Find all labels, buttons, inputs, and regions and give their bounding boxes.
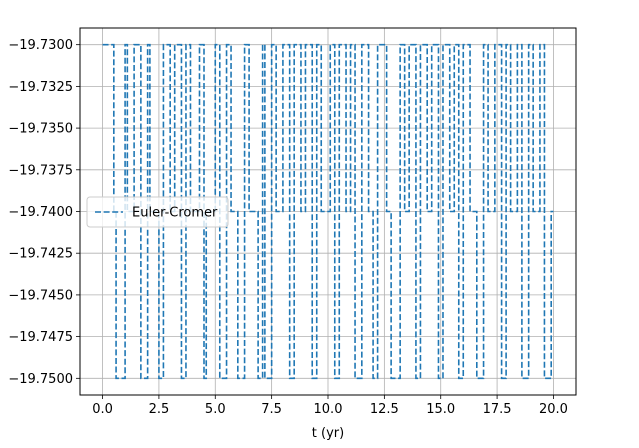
x-tick-label: 15.0 [426, 402, 455, 417]
x-tick-label: 20.0 [539, 402, 568, 417]
y-tick-label: −19.7425 [8, 247, 73, 262]
y-tick-label: −19.7450 [8, 288, 73, 303]
x-tick-label: 12.5 [370, 402, 399, 417]
y-tick-label: −19.7375 [8, 163, 73, 178]
x-tick-label: 5.0 [205, 402, 226, 417]
x-tick-label: 2.5 [149, 402, 170, 417]
ticks: 0.0 2.5 5.0 7.5 10.0 12.5 15.0 17.5 20.0 −19.7500… [8, 38, 568, 417]
y-tick-label: −19.7500 [8, 372, 73, 387]
x-tick-label: 10.0 [314, 402, 343, 417]
legend: Euler-Cromer [86, 196, 229, 228]
x-tick-label: 7.5 [261, 402, 282, 417]
legend-box [86, 196, 229, 228]
x-tick-label: 0.0 [92, 402, 113, 417]
y-tick-label: −19.7475 [8, 330, 73, 345]
y-tick-label: −19.7400 [8, 205, 73, 220]
x-axis-label: t (yr) [312, 426, 344, 441]
series-line-euler-cromer [102, 43, 554, 380]
x-tick-label: 17.5 [483, 402, 512, 417]
y-tick-label: −19.7300 [8, 38, 73, 53]
y-tick-label: −19.7325 [8, 80, 73, 95]
series-layer [102, 43, 554, 380]
legend-label-euler-cromer: Euler-Cromer [132, 206, 218, 221]
y-tick-label: −19.7350 [8, 122, 73, 137]
